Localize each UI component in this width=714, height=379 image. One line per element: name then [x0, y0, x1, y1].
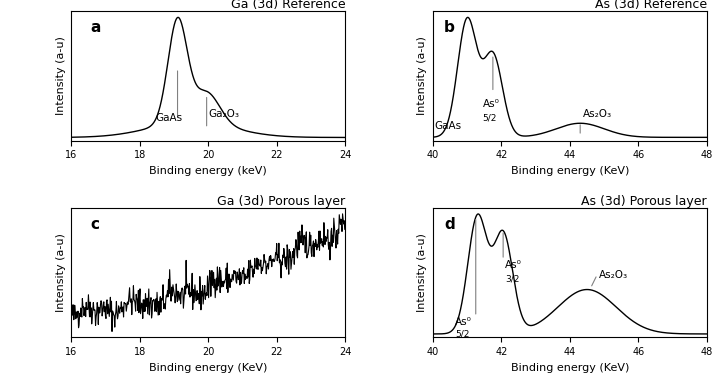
Text: Ga (3d) Porous layer: Ga (3d) Porous layer [217, 195, 346, 208]
Y-axis label: Intensity (a-u): Intensity (a-u) [56, 37, 66, 116]
Text: c: c [91, 217, 99, 232]
Text: As₂O₃: As₂O₃ [583, 108, 612, 119]
Text: 5/2: 5/2 [456, 329, 470, 338]
Text: As (3d) Porous layer: As (3d) Porous layer [581, 195, 707, 208]
X-axis label: Binding energy (KeV): Binding energy (KeV) [511, 166, 629, 176]
Text: As₂O₃: As₂O₃ [599, 270, 628, 280]
X-axis label: Binding energy (KeV): Binding energy (KeV) [511, 363, 629, 373]
Text: GaAs: GaAs [435, 121, 462, 131]
Text: 5/2: 5/2 [483, 113, 497, 122]
Text: d: d [444, 217, 455, 232]
Text: b: b [444, 20, 455, 35]
Y-axis label: Intensity (a-u): Intensity (a-u) [56, 233, 66, 312]
Text: Ga (3d) Reference: Ga (3d) Reference [231, 0, 346, 11]
Text: 3/2: 3/2 [505, 275, 519, 284]
Y-axis label: Intensity (a-u): Intensity (a-u) [418, 37, 428, 116]
Y-axis label: Intensity (a-u): Intensity (a-u) [418, 233, 428, 312]
X-axis label: Binding energy (keV): Binding energy (keV) [149, 166, 267, 176]
Text: As⁰: As⁰ [505, 260, 522, 270]
Text: As (3d) Reference: As (3d) Reference [595, 0, 707, 11]
Text: Ga₂O₃: Ga₂O₃ [208, 108, 239, 119]
Text: GaAs: GaAs [155, 113, 182, 123]
Text: As⁰: As⁰ [483, 99, 500, 109]
X-axis label: Binding energy (KeV): Binding energy (KeV) [149, 363, 268, 373]
Text: a: a [91, 20, 101, 35]
Text: As⁰: As⁰ [456, 317, 472, 327]
